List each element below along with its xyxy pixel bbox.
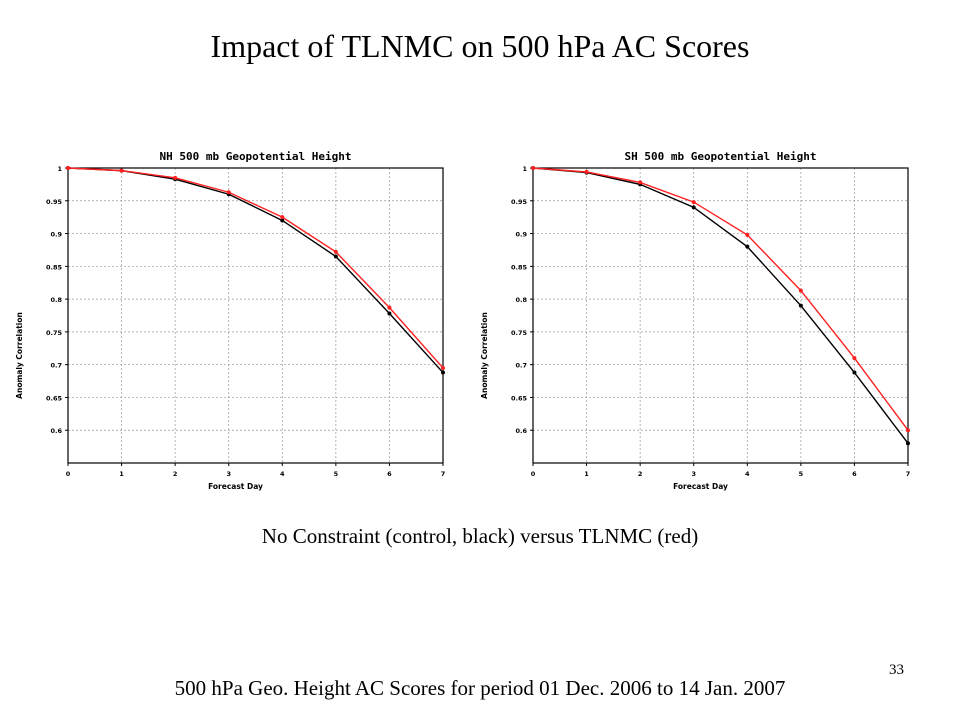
sh-xtick-label: 4	[745, 470, 750, 478]
nh-series-control-point	[333, 254, 338, 259]
nh-chart-title: NH 500 mb Geopotential Height	[159, 150, 351, 163]
nh-chart-svg: NH 500 mb Geopotential Height 0.6 0.65 0.7 0…	[15, 150, 446, 491]
nh-ytick-label: 0.6	[50, 427, 62, 435]
nh-series-tlnmc-point	[66, 166, 70, 170]
nh-xtick-label: 0	[66, 470, 71, 478]
sh-xtick-label: 7	[906, 470, 911, 478]
sh-ytick-label: 0.8	[515, 296, 527, 304]
sh-ytick-label: 0.85	[511, 263, 528, 271]
slide-number: 33	[889, 662, 904, 678]
sh-yaxis-label: Anomaly Correlation	[480, 312, 489, 399]
nh-ytick-label: 0.95	[46, 198, 63, 206]
sh-xtick-label: 1	[584, 470, 589, 478]
sh-series-tlnmc-point	[798, 288, 803, 293]
nh-plot-frame	[67, 167, 444, 464]
slide-footer: 500 hPa Geo. Height AC Scores for period…	[174, 676, 786, 700]
sh-series-control-point	[852, 370, 857, 375]
sh-series-control-point	[745, 244, 750, 249]
nh-series-tlnmc-line	[67, 167, 444, 369]
sh-xtick-label: 3	[691, 470, 696, 478]
sh-series-tlnmc-point	[691, 200, 696, 205]
sh-chart-svg: SH 500 mb Geopotential Height 0.6 0.65 0.7 0…	[480, 150, 911, 491]
nh-xtick-label: 6	[387, 470, 392, 478]
nh-xtick-label: 4	[280, 470, 285, 478]
sh-ytick-label: 0.95	[511, 198, 528, 206]
sh-series-control-point	[691, 205, 696, 210]
nh-ytick-label: 0.65	[46, 394, 63, 402]
nh-xtick-label: 1	[119, 470, 124, 478]
sh-series-tlnmc-point	[638, 180, 643, 185]
nh-ytick-label: 0.9	[50, 231, 62, 239]
sh-ytick-label: 0.65	[511, 394, 528, 402]
sh-series-tlnmc-point	[584, 169, 589, 174]
nh-series-tlnmc-point	[119, 168, 124, 173]
sh-ytick-label: 0.6	[515, 427, 527, 435]
sh-series-tlnmc-point	[531, 166, 535, 170]
sh-plot-frame	[532, 167, 909, 464]
nh-ytick-label: 1	[57, 165, 62, 173]
nh-series-tlnmc-point	[280, 215, 285, 220]
nh-series-tlnmc-point	[387, 305, 392, 310]
nh-series-tlnmc-point	[226, 190, 231, 195]
nh-xaxis-label: Forecast Day	[208, 482, 263, 491]
nh-series-control-point	[441, 370, 445, 375]
sh-series-tlnmc-point	[852, 356, 857, 361]
nh-ytick-label: 0.85	[46, 263, 63, 271]
sh-chart-title: SH 500 mb Geopotential Height	[624, 150, 816, 163]
nh-ytick-label: 0.7	[50, 362, 62, 370]
sh-xtick-label: 6	[852, 470, 857, 478]
nh-xtick-label: 3	[226, 470, 231, 478]
sh-xaxis-label: Forecast Day	[673, 482, 728, 491]
nh-series-control-point	[387, 311, 392, 316]
slide-title: Impact of TLNMC on 500 hPa AC Scores	[210, 28, 750, 64]
nh-ytick-label: 0.75	[46, 329, 63, 337]
nh-series-tlnmc-point	[173, 175, 178, 180]
sh-series-tlnmc-point	[745, 232, 750, 237]
nh-chart: NH 500 mb Geopotential Height 0.6 0.65 0.7 0…	[10, 140, 470, 500]
nh-xtick-label: 7	[441, 470, 446, 478]
nh-series-control-point	[280, 218, 285, 223]
nh-series-tlnmc-point	[441, 365, 445, 370]
sh-ytick-label: 0.7	[515, 362, 527, 370]
sh-series-control-line	[532, 167, 909, 444]
nh-series-tlnmc-point	[333, 249, 338, 254]
sh-xtick-label: 0	[531, 470, 536, 478]
nh-xtick-label: 2	[173, 470, 178, 478]
sh-xtick-label: 5	[799, 470, 804, 478]
nh-ytick-label: 0.8	[50, 296, 62, 304]
sh-xtick-label: 2	[638, 470, 643, 478]
chart-caption: No Constraint (control, black) versus TL…	[261, 524, 699, 548]
sh-series-control-point	[798, 303, 803, 308]
sh-chart: SH 500 mb Geopotential Height 0.6 0.65 0.7 0…	[475, 140, 935, 500]
sh-series-control-point	[906, 441, 910, 446]
sh-ytick-label: 0.9	[515, 231, 527, 239]
nh-series-control-line	[67, 167, 444, 374]
sh-ytick-label: 1	[522, 165, 527, 173]
sh-ytick-label: 0.75	[511, 329, 528, 337]
sh-series-tlnmc-line	[532, 167, 909, 431]
nh-yaxis-label: Anomaly Correlation	[15, 312, 24, 399]
nh-xtick-label: 5	[334, 470, 339, 478]
sh-series-tlnmc-point	[906, 428, 910, 433]
